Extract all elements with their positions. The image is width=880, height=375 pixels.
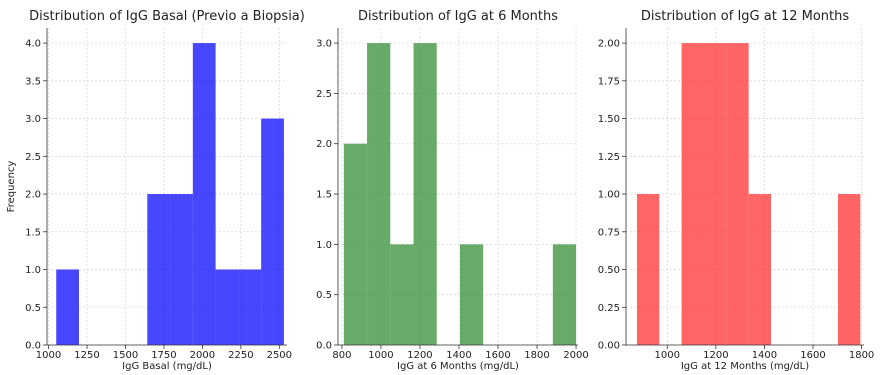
y-tick-label: 4.0 xyxy=(25,39,41,50)
y-tick-label: 2.00 xyxy=(598,39,620,50)
y-tick-label: 3.0 xyxy=(316,39,332,50)
histogram-bar xyxy=(748,194,771,345)
x-tick-label: 1400 xyxy=(446,350,471,361)
y-tick-label: 3.5 xyxy=(25,76,41,87)
histogram-bar xyxy=(343,143,368,345)
y-axis-label: Frequency xyxy=(6,161,17,213)
histogram-bar xyxy=(147,194,171,345)
histogram-bar xyxy=(192,43,216,345)
x-tick-label: 1600 xyxy=(800,350,825,361)
y-tick-label: 1.0 xyxy=(316,240,332,251)
histogram-bar xyxy=(215,269,239,345)
histogram-bar xyxy=(367,43,391,345)
y-tick-label: 3.0 xyxy=(25,114,41,125)
histogram-panel-2: 800 1000 1200 1400 1600 1800 2000 0.0 0.5 1.0 1.5 2… xyxy=(316,9,589,372)
histogram-bar xyxy=(459,244,484,345)
x-tick-label: 1250 xyxy=(74,350,99,361)
x-tick-label: 1000 xyxy=(36,350,61,361)
histogram-bar xyxy=(56,269,79,345)
y-tick-label: 0.00 xyxy=(598,341,620,352)
histogram-panel-3: 1000 1200 1400 1600 1800 0.00 0.25 0.50 0.75 1.00… xyxy=(598,9,875,372)
histogram-bar xyxy=(413,43,437,345)
y-tick-label: 1.25 xyxy=(598,152,620,163)
histogram-bar xyxy=(838,194,861,345)
x-tick-label: 1800 xyxy=(849,350,874,361)
histogram-bar xyxy=(170,194,193,345)
x-tick-label: 1000 xyxy=(655,350,680,361)
y-tick-label: 1.50 xyxy=(598,114,620,125)
x-axis-label: IgG at 6 Months (mg/dL) xyxy=(397,361,519,372)
histogram-bar xyxy=(238,269,262,345)
x-tick-label: 1800 xyxy=(524,350,549,361)
histogram-bar xyxy=(261,118,284,345)
y-tick-label: 0.75 xyxy=(598,227,620,238)
y-tick-label: 2.5 xyxy=(25,152,41,163)
y-tick-label: 0.5 xyxy=(25,303,41,314)
histogram-bar xyxy=(390,244,414,345)
histogram-bar xyxy=(703,43,727,345)
y-tick-label: 2.5 xyxy=(316,89,332,100)
x-tick-label: 2000 xyxy=(190,350,215,361)
y-tick-label: 2.0 xyxy=(316,139,332,150)
y-tick-label: 1.0 xyxy=(25,265,41,276)
histogram-bar xyxy=(681,43,704,345)
x-axis-label: IgG Basal (mg/dL) xyxy=(122,361,212,372)
y-tick-label: 1.5 xyxy=(25,227,41,238)
x-tick-label: 2000 xyxy=(563,350,588,361)
x-tick-label: 800 xyxy=(332,350,351,361)
histogram-bar xyxy=(552,244,577,345)
chart-title: Distribution of IgG Basal (Previo a Biop… xyxy=(29,9,305,24)
y-tick-label: 1.75 xyxy=(598,76,620,87)
y-tick-label: 0.25 xyxy=(598,303,620,314)
x-tick-label: 1400 xyxy=(752,350,777,361)
y-tick-label: 0.5 xyxy=(316,290,332,301)
x-tick-label: 2250 xyxy=(228,350,253,361)
y-tick-label: 0.50 xyxy=(598,265,620,276)
histogram-panel-1: 1000 1250 1500 1750 2000 2250 2500 0.0 0.5 1.0 1.5… xyxy=(6,9,305,372)
x-tick-label: 1500 xyxy=(113,350,138,361)
x-tick-label: 1200 xyxy=(407,350,432,361)
histogram-bar xyxy=(726,43,749,345)
y-tick-label: 0.0 xyxy=(25,341,41,352)
x-tick-label: 2500 xyxy=(267,350,292,361)
histogram-bar xyxy=(636,194,660,345)
y-tick-label: 1.5 xyxy=(316,190,332,201)
x-tick-label: 1200 xyxy=(703,350,728,361)
chart-title: Distribution of IgG at 12 Months xyxy=(641,9,850,24)
chart-title: Distribution of IgG at 6 Months xyxy=(358,9,558,24)
y-tick-label: 0.0 xyxy=(316,341,332,352)
x-tick-label: 1000 xyxy=(368,350,393,361)
x-axis-label: IgG at 12 Months (mg/dL) xyxy=(681,361,809,372)
y-tick-label: 2.0 xyxy=(25,190,41,201)
x-tick-label: 1750 xyxy=(151,350,176,361)
x-tick-label: 1600 xyxy=(485,350,510,361)
y-tick-label: 1.00 xyxy=(598,190,620,201)
